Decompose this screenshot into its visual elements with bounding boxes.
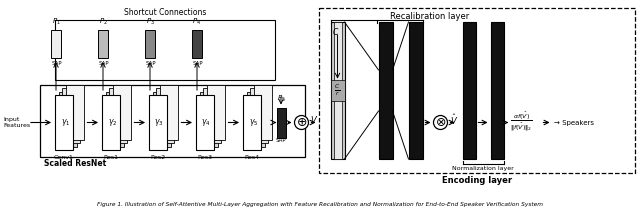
Bar: [159, 84, 177, 139]
Bar: [207, 84, 225, 139]
Circle shape: [294, 116, 308, 130]
Text: Conv1: Conv1: [54, 155, 74, 160]
Bar: [253, 84, 271, 139]
Text: → Speakers: → Speakers: [554, 119, 593, 126]
Text: Normalization layer: Normalization layer: [452, 166, 514, 171]
Text: $P_2$: $P_2$: [99, 17, 108, 27]
Bar: [40, 85, 305, 157]
Bar: [156, 88, 174, 143]
Text: SAP: SAP: [52, 61, 63, 66]
Text: Res2: Res2: [150, 155, 166, 160]
Text: Encoding layer: Encoding layer: [442, 176, 512, 185]
Bar: [109, 88, 127, 143]
Text: $\gamma_4$: $\gamma_4$: [202, 117, 211, 128]
Bar: [51, 30, 61, 58]
Bar: [203, 88, 221, 143]
Text: $P_3$: $P_3$: [145, 17, 154, 27]
Bar: [65, 84, 83, 139]
Text: Figure 1. Illustration of Self-Attentive Multi-Layer Aggregation with Feature Re: Figure 1. Illustration of Self-Attentive…: [97, 202, 543, 207]
Text: $\gamma_5$: $\gamma_5$: [248, 117, 258, 128]
Bar: [243, 95, 261, 150]
Text: $\otimes$: $\otimes$: [435, 117, 446, 130]
Bar: [145, 30, 155, 58]
Bar: [55, 20, 275, 80]
Text: $\oplus$: $\oplus$: [296, 117, 307, 130]
Bar: [55, 95, 73, 150]
Text: Shortcut Connections: Shortcut Connections: [124, 8, 206, 17]
Text: Res3: Res3: [197, 155, 212, 160]
Text: $P_5$: $P_5$: [276, 94, 285, 105]
Text: SAP: SAP: [99, 61, 109, 66]
Bar: [319, 8, 635, 173]
Text: Res4: Res4: [244, 155, 260, 160]
Bar: [62, 88, 80, 143]
Bar: [246, 92, 264, 147]
Bar: [200, 92, 218, 147]
Bar: [102, 95, 120, 150]
Text: Recalibration layer: Recalibration layer: [390, 12, 469, 21]
Text: $P_1$: $P_1$: [52, 17, 60, 27]
Bar: [490, 22, 504, 159]
Bar: [333, 22, 342, 159]
Text: SAP: SAP: [276, 139, 286, 143]
Bar: [196, 95, 214, 150]
Text: $V$: $V$: [310, 114, 319, 125]
Bar: [330, 22, 344, 159]
Text: SAP: SAP: [193, 61, 204, 66]
Circle shape: [433, 116, 447, 130]
Bar: [463, 22, 476, 159]
Text: Res1: Res1: [104, 155, 118, 160]
Text: $P_4$: $P_4$: [193, 17, 202, 27]
Bar: [113, 84, 131, 139]
Bar: [378, 22, 392, 159]
Text: Input
Features: Input Features: [3, 117, 30, 128]
Bar: [106, 92, 124, 147]
Text: Scaled ResNet: Scaled ResNet: [44, 159, 106, 168]
Bar: [276, 108, 285, 138]
Text: $C$: $C$: [332, 26, 339, 37]
Text: $\gamma_3$: $\gamma_3$: [154, 117, 164, 128]
Bar: [192, 30, 202, 58]
Text: $\frac{C}{r}$: $\frac{C}{r}$: [335, 83, 340, 98]
Bar: [330, 80, 344, 101]
Text: $\frac{\alpha f(\hat{V})}{\|f(\hat{V})\|_2}$: $\frac{\alpha f(\hat{V})}{\|f(\hat{V})\|…: [511, 109, 533, 134]
Bar: [98, 30, 108, 58]
Text: SAP: SAP: [146, 61, 157, 66]
Text: $\hat{V}$: $\hat{V}$: [449, 112, 458, 127]
Text: $\gamma_2$: $\gamma_2$: [108, 117, 117, 128]
Bar: [152, 92, 170, 147]
Bar: [149, 95, 167, 150]
Bar: [408, 22, 422, 159]
Bar: [58, 92, 77, 147]
Bar: [250, 88, 268, 143]
Text: $\gamma_1$: $\gamma_1$: [61, 117, 70, 128]
